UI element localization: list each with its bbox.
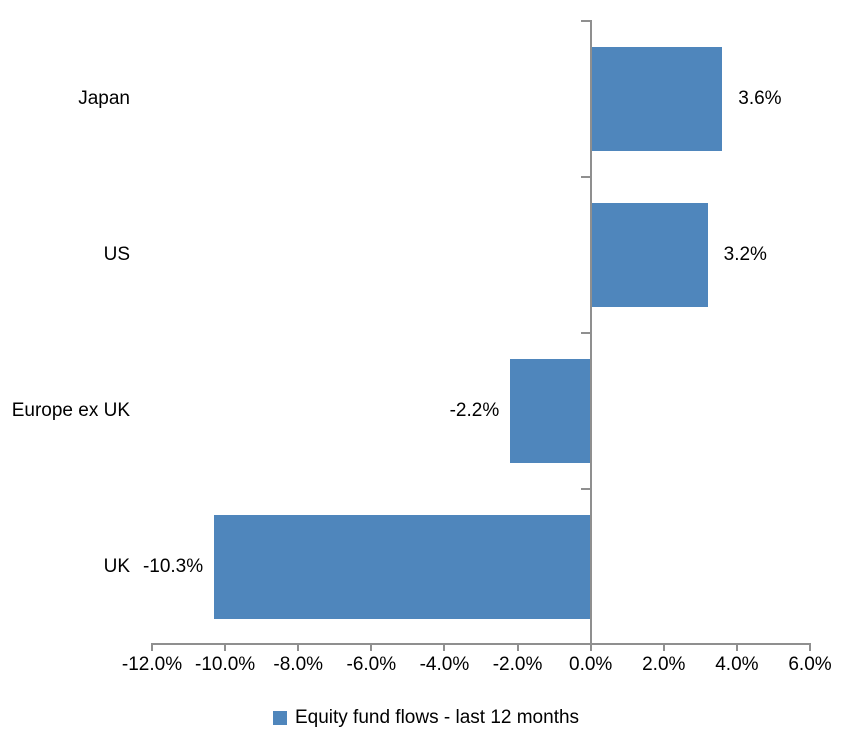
legend: Equity fund flows - last 12 months xyxy=(0,706,852,730)
data-label: 3.2% xyxy=(723,244,767,265)
x-axis-tick xyxy=(735,645,738,651)
bar xyxy=(214,515,591,619)
x-axis-tick xyxy=(151,645,153,651)
x-tick-label: -4.0% xyxy=(419,654,470,675)
x-axis-tick xyxy=(589,645,592,651)
x-axis-tick xyxy=(443,645,446,651)
category-label: UK xyxy=(103,556,130,577)
category-label: US xyxy=(103,244,130,265)
x-tick-label: -2.0% xyxy=(492,654,543,675)
legend-label: Equity fund flows - last 12 months xyxy=(294,707,580,728)
x-tick-label: 6.0% xyxy=(788,654,832,675)
y-axis-tick xyxy=(580,332,591,334)
x-tick-label: -8.0% xyxy=(273,654,324,675)
x-tick-label: 2.0% xyxy=(642,654,686,675)
x-axis-line xyxy=(151,643,811,645)
x-axis-tick xyxy=(662,645,665,651)
x-axis-tick xyxy=(370,645,373,651)
x-tick-label: -12.0% xyxy=(121,654,183,675)
data-label: -10.3% xyxy=(142,556,204,577)
x-axis-tick xyxy=(516,645,519,651)
category-label: Japan xyxy=(78,88,130,109)
y-axis-line xyxy=(589,20,592,645)
y-axis-tick xyxy=(580,20,591,22)
x-tick-label: 0.0% xyxy=(569,654,613,675)
bar xyxy=(590,47,723,151)
x-tick-label: 4.0% xyxy=(715,654,759,675)
data-label: 3.6% xyxy=(738,88,782,109)
x-axis-tick xyxy=(224,645,227,651)
x-axis-tick xyxy=(809,645,811,651)
x-axis-tick xyxy=(297,645,300,651)
bar xyxy=(510,359,591,463)
category-label: Europe ex UK xyxy=(11,400,130,421)
y-axis-tick xyxy=(580,176,591,178)
bar xyxy=(590,203,708,307)
x-tick-label: -6.0% xyxy=(346,654,397,675)
x-tick-label: -10.0% xyxy=(195,654,256,675)
data-label: -2.2% xyxy=(449,400,500,421)
y-axis-tick xyxy=(580,488,591,490)
legend-swatch-icon xyxy=(272,711,287,725)
